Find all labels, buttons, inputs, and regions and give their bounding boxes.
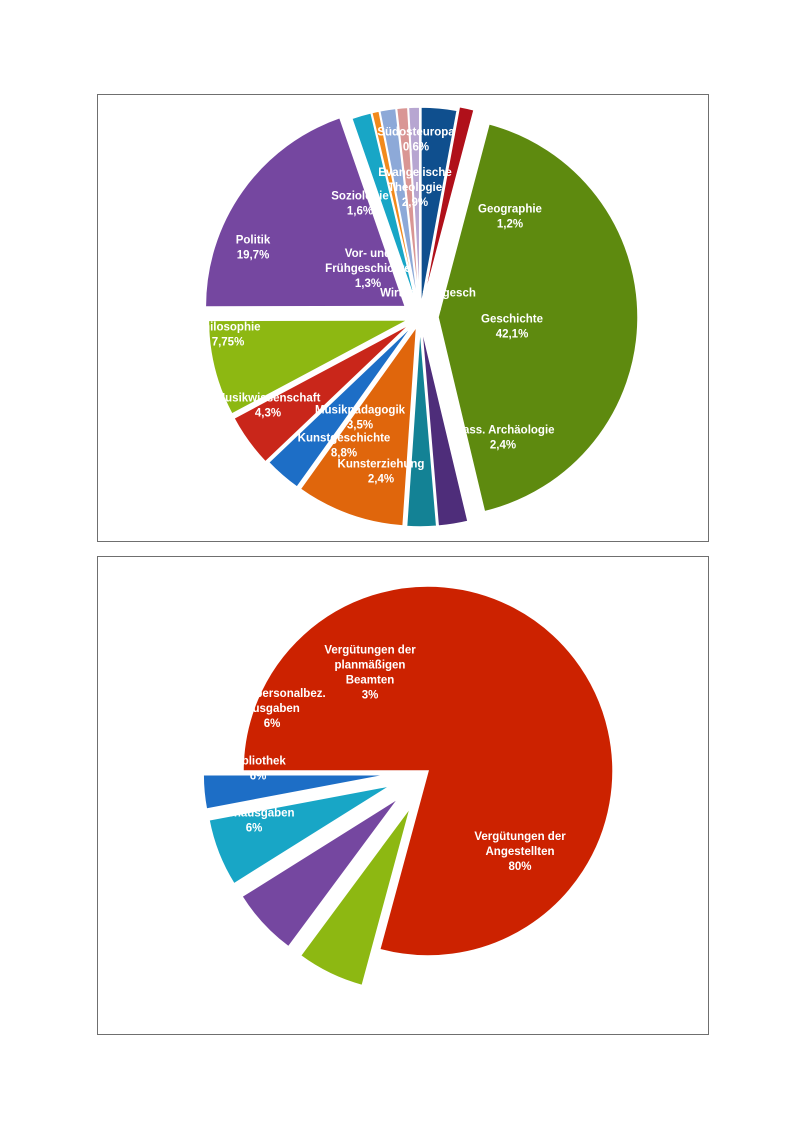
data-label-sonst-personalbez: sonst. personalbez. Ausgaben 6% <box>218 688 325 730</box>
pie-slice-unlabeled-3 <box>420 326 469 527</box>
pie-slice-evangelische-theologie <box>420 106 459 308</box>
pie-slice-philosophie <box>207 319 409 416</box>
pie-slice-bibliothek <box>240 797 400 948</box>
data-label-soziologie: Soziologie 1,6% <box>331 191 389 218</box>
data-label-wirtschaftsgesch: Wirtschaftsgesch 0,9% <box>380 288 476 315</box>
data-label-klass-arch-ologie: Klass. Archäologie 2,4% <box>451 425 554 452</box>
pie-slice-verg-tungen-der-angestellten <box>242 585 614 957</box>
data-label-s-dosteuropa: Südosteuropa 0,6% <box>377 127 455 154</box>
data-label-musikp-dagogik: Musikpädagogik 3,5% <box>315 405 406 432</box>
pie-slice-musikwissenschaft <box>232 323 411 463</box>
data-label-verg-tungen-der: Vergütungen der Angestellten 80% <box>474 831 566 873</box>
pie-slice-kunstgeschichte <box>299 323 418 527</box>
pie-chart-2-frame: Vergütungen der planmäßigen Beamten 3% sonst… <box>97 556 709 1035</box>
pie-chart-1: Südosteuropa 0,6% Evangelische Theologie 2,9… <box>195 105 639 528</box>
data-label-geographie: Geographie 1,2% <box>478 204 542 231</box>
data-label-geschichte: Geschichte 42,1% <box>481 314 543 341</box>
pie-slice-geographie <box>422 105 476 304</box>
data-label-musikwissenschaft: Musikwissenschaft 4,3% <box>216 393 321 420</box>
pie-chart-1-frame: Südosteuropa 0,6% Evangelische Theologie 2,9… <box>97 94 709 542</box>
pie-chart-2: Vergütungen der planmäßigen Beamten 3%sonst… <box>202 585 614 987</box>
data-label-sachausgaben: Sachausgaben 6% <box>213 808 294 835</box>
pie-slice-kunsterziehung <box>267 324 415 489</box>
pie-slice-sonst-personalbez-ausgaben <box>208 784 392 885</box>
data-label-bibliothek: Bibliothek 6% <box>230 756 286 783</box>
pie-slice-geschichte <box>437 122 639 513</box>
data-label-evangelische: Evangelische Theologie 2,9% <box>378 167 452 209</box>
data-label-verg-tungen-der: Vergütungen der planmäßigen Beamten 3% <box>324 645 416 702</box>
pie-slice-verg-tungen-der-planm-igen-beamten <box>202 773 389 810</box>
pie-slice-unlabeled-4 <box>405 326 438 528</box>
data-label-kunstgeschichte: Kunstgeschichte 8,8% <box>298 433 391 460</box>
pie-slice-sachausgaben <box>299 806 412 987</box>
data-label-politik: Politik 19,7% <box>236 235 271 262</box>
data-label-vor-und: Vor- und Frühgeschichte 1,3% <box>325 248 411 290</box>
data-label-kunsterziehung: Kunsterziehung 2,4% <box>338 459 425 486</box>
pie-slice-s-dosteuropa <box>407 106 421 308</box>
pie-slice-politik <box>204 116 407 308</box>
data-label-philosophie: Philosophie 7,75% <box>195 322 260 349</box>
